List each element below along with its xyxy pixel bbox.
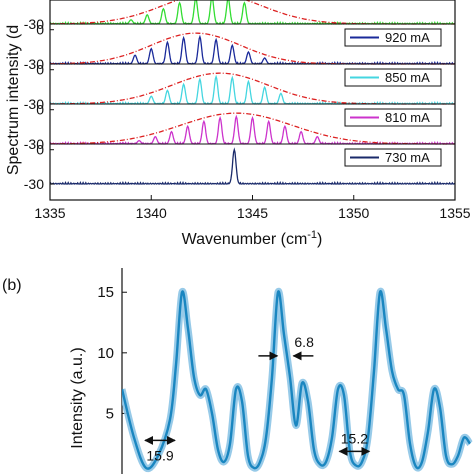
y-axis-ticks-b: 5 10 15 [97, 284, 127, 422]
y-tick-label: 10 [97, 345, 114, 362]
legend-entry: 920 mA [344, 28, 442, 47]
y-tick-label: 5 [106, 405, 114, 422]
legend-box [344, 108, 442, 127]
envelope-fit [50, 112, 455, 145]
legend-entry: 730 mA [344, 148, 442, 167]
legend-entry: 810 mA [344, 108, 442, 127]
x-tick-label: 1350 [338, 205, 369, 221]
y-tick-label: -30 [24, 136, 44, 152]
x-tick-label: 1345 [237, 205, 268, 221]
x-tick-label: 1335 [34, 205, 65, 221]
legend-box [344, 148, 442, 167]
y-tick-label: -30 [24, 56, 44, 72]
y-tick-label: 0 [36, 22, 44, 38]
annotation-label: 6.8 [294, 334, 314, 350]
annotation-label: 15.9 [146, 447, 173, 463]
y-axis-label-b: Intensity (a.u.) [69, 347, 86, 448]
x-tick-label: 1355 [439, 205, 470, 221]
y-tick-label: 0 [36, 62, 44, 78]
legend-label: 920 mA [385, 30, 430, 45]
intensity-plot [122, 287, 473, 473]
subplot-yticks: 0 -30 [24, 142, 54, 192]
panel-b: (b) Intensity (a.u.) 5 10 15 6.8 15.9 15.2 [2, 268, 473, 474]
y-tick-label: 15 [97, 284, 114, 301]
legend-label: 730 mA [385, 150, 430, 165]
envelope-fit [50, 32, 455, 65]
x-tick-label: 1340 [136, 205, 167, 221]
annotations: 6.8 15.9 15.2 [144, 334, 371, 463]
legend-box [344, 68, 442, 87]
y-axis-label: Spectrum intensity (d [5, 25, 22, 175]
y-tick-label: -30 [24, 176, 44, 192]
series-line [50, 147, 455, 185]
legend-box [344, 28, 442, 47]
envelope-fit [50, 72, 455, 105]
legend-label: 850 mA [385, 70, 430, 85]
envelope-fit [50, 0, 455, 25]
y-tick-label: -30 [24, 96, 44, 112]
y-tick-label: 0 [36, 102, 44, 118]
y-tick-label: -30 [24, 16, 44, 32]
subplot-4 [50, 143, 455, 185]
annotation-label: 15.2 [341, 430, 368, 446]
x-axis-ticks: 1335 1340 1345 1350 1355 [34, 195, 471, 221]
y-tick-label: 0 [36, 142, 44, 158]
x-axis-label: Wavenumber (cm-1) [182, 229, 323, 248]
intensity-line [122, 290, 471, 470]
legend-label: 810 mA [385, 110, 430, 125]
subplot-0 [50, 0, 455, 25]
legend-entry: 850 mA [344, 68, 442, 87]
panel-b-label: (b) [2, 277, 22, 294]
